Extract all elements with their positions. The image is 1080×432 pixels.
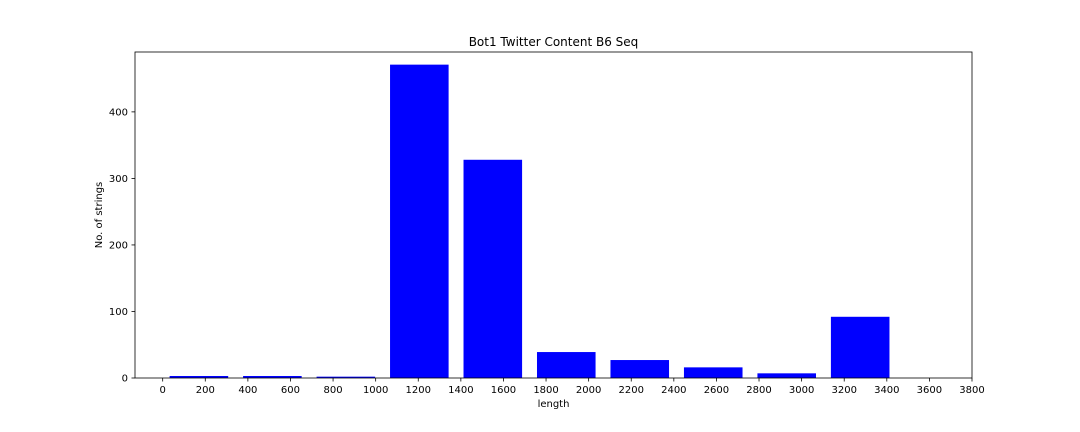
- x-tick-label-17: 3400: [874, 385, 899, 396]
- bar-6: [610, 360, 670, 378]
- y-tick-label-1: 100: [109, 307, 128, 318]
- y-tick-label-4: 400: [109, 107, 128, 118]
- bar-2: [316, 376, 376, 378]
- bar-8: [757, 373, 816, 378]
- bar-9: [830, 316, 890, 378]
- x-tick-label-4: 800: [324, 385, 343, 396]
- bars-group: [169, 64, 890, 378]
- bar-0: [169, 376, 229, 378]
- y-axis-ticks: 0 100 200 300 400: [109, 107, 135, 385]
- x-tick-label-14: 2800: [746, 385, 771, 396]
- x-tick-label-18: 3600: [917, 385, 942, 396]
- x-axis-label: length: [538, 399, 570, 410]
- x-tick-label-7: 1400: [448, 385, 473, 396]
- x-tick-label-10: 2000: [576, 385, 601, 396]
- x-tick-label-3: 600: [281, 385, 300, 396]
- bar-5: [536, 352, 596, 378]
- x-tick-label-19: 3800: [959, 385, 984, 396]
- bar-7: [683, 367, 743, 378]
- y-tick-label-2: 200: [109, 240, 128, 251]
- bar-1: [243, 376, 302, 378]
- bar-3: [390, 64, 449, 378]
- x-tick-label-15: 3000: [789, 385, 814, 396]
- x-tick-label-2: 400: [238, 385, 257, 396]
- x-tick-label-13: 2600: [704, 385, 729, 396]
- x-tick-label-16: 3200: [831, 385, 856, 396]
- x-tick-label-5: 1000: [363, 385, 388, 396]
- bar-4: [463, 159, 523, 378]
- x-axis-ticks: 0 200 400 600 800 1000 1200 1400 1600 1800 2000 220…: [159, 378, 985, 396]
- x-tick-label-6: 1200: [406, 385, 431, 396]
- y-tick-label-0: 0: [122, 374, 128, 385]
- x-tick-label-11: 2200: [619, 385, 644, 396]
- plot-area-frame: [134, 51, 973, 379]
- x-tick-label-0: 0: [159, 385, 165, 396]
- chart-title: Bot1 Twitter Content B6 Seq: [469, 35, 639, 49]
- y-tick-label-3: 300: [109, 174, 128, 185]
- x-tick-label-1: 200: [196, 385, 215, 396]
- x-tick-label-8: 1600: [491, 385, 516, 396]
- x-tick-label-12: 2400: [661, 385, 686, 396]
- y-axis-label: No. of strings: [94, 182, 105, 249]
- x-tick-label-9: 1800: [533, 385, 558, 396]
